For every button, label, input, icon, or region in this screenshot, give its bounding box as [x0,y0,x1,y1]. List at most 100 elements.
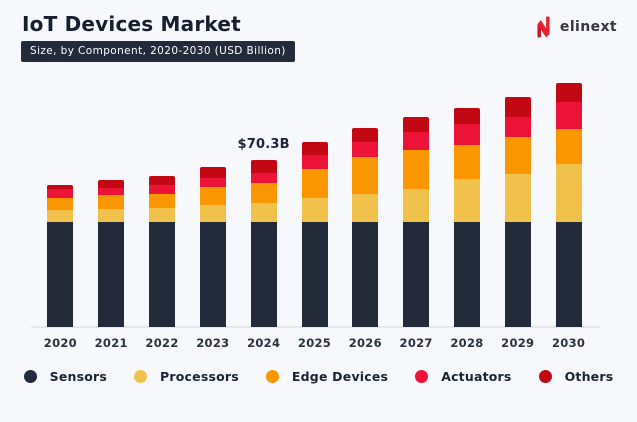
legend-label-processors: Processors [160,369,239,384]
bar-segment-processors [403,189,430,222]
bar-2030 [555,82,582,327]
bar-segment-processors [301,198,328,222]
x-axis-label-2022: 2022 [145,336,179,350]
bar-segment-actuators [453,123,480,145]
bar-segment-processors [199,205,226,222]
bar-segment-actuators [199,178,226,188]
bar-segment-sensors [149,221,176,327]
legend-color-dot-others [538,370,552,383]
bar-segment-actuators [47,189,74,199]
legend-item-others: Others [538,369,614,384]
legend-label-others: Others [564,369,614,384]
bar-segment-sensors [301,221,328,327]
bar-2028 [453,108,480,327]
bar-2029 [504,97,531,327]
legend-color-dot-sensors [23,370,37,383]
bar-2021 [98,180,125,327]
bar-segment-others [47,184,74,190]
legend-item-edge-devices: Edge Devices [265,369,389,384]
x-axis-label-2026: 2026 [348,336,382,350]
bar-segment-edge-devices [199,187,226,206]
bar-segment-edge-devices [504,136,531,174]
x-axis-label-2027: 2027 [399,336,433,350]
bar-segment-processors [504,173,531,222]
bar-2024 [250,160,277,327]
bar-segment-processors [555,163,582,222]
legend-color-dot-processors [134,370,148,383]
legend-item-actuators: Actuators [415,369,511,384]
bar-segment-others [453,108,480,124]
bar-segment-sensors [47,221,74,327]
legend-label-actuators: Actuators [441,369,512,384]
bar-segment-processors [352,193,379,222]
x-axis-labels: 2020 2021 2022 2023 2024 2025 2026 2027 2028 2029… [0,336,637,352]
bar-segment-processors [453,179,480,222]
x-axis-label-2030: 2030 [551,336,586,350]
bar-segment-edge-devices [301,169,328,199]
bar-segment-sensors [555,221,582,327]
brand-logo: elinext [534,16,617,38]
bar-segment-sensors [98,221,125,327]
legend: Sensors Processors Edge Devices Actuators Ot… [0,369,637,384]
bar-segment-edge-devices [555,128,582,164]
bar-2026 [352,128,379,327]
bar-segment-edge-devices [149,193,176,208]
bar-segment-others [352,128,379,143]
x-axis-label-2020: 2020 [43,336,77,350]
legend-item-processors: Processors [134,369,239,384]
bar-segment-actuators [504,117,531,137]
bar-segment-sensors [352,221,379,327]
x-axis-line [31,326,600,328]
brand-name: elinext [559,19,617,35]
bar-segment-edge-devices [453,144,480,180]
bar-segment-edge-devices [352,157,379,194]
bar-segment-actuators [98,187,125,196]
bar-segment-sensors [199,221,226,327]
bar-segment-sensors [504,221,531,327]
bar-2025 [301,141,328,327]
bar-segment-processors [250,203,277,222]
bar-segment-edge-devices [98,195,125,210]
bar-segment-actuators [149,185,176,194]
bar-segment-processors [47,210,74,222]
bar-2023 [199,166,226,327]
legend-color-dot-actuators [415,370,429,383]
legend-label-edge-devices: Edge Devices [291,369,389,384]
bar-segment-actuators [555,102,582,129]
bar-segment-processors [149,207,176,222]
elinext-logo-icon [537,16,550,38]
bar-segment-sensors [250,221,277,327]
bar-segment-sensors [453,221,480,327]
bar-segment-edge-devices [250,182,277,204]
bar-2027 [403,116,430,327]
page-title: IoT Devices Market [22,12,241,36]
bar-segment-actuators [403,132,430,150]
legend-color-dot-edge-devices [265,370,279,383]
x-axis-label-2028: 2028 [450,336,484,350]
x-axis-label-2023: 2023 [196,336,230,350]
subtitle-badge: Size, by Component, 2020-2030 (USD Billi… [21,41,295,62]
bar-segment-others [250,160,277,173]
bar-value-label: $70.3B [237,137,290,153]
bar-segment-edge-devices [47,198,74,211]
bar-segment-others [301,141,328,156]
bar-segment-others [149,176,176,186]
bar-segment-actuators [352,142,379,158]
x-axis-label-2021: 2021 [94,336,128,350]
bar-segment-sensors [403,221,430,327]
bar-segment-actuators [250,172,277,183]
bar-segment-others [199,166,226,179]
bar-segment-actuators [301,155,328,170]
bar-segment-others [98,180,125,188]
x-axis-label-2029: 2029 [501,336,535,350]
bar-segment-processors [98,209,125,222]
bar-2020 [47,184,74,327]
legend-item-sensors: Sensors [23,369,108,384]
plot-area: $70.3B [0,73,637,328]
bar-segment-others [403,116,430,133]
bar-2022 [149,176,176,327]
legend-label-sensors: Sensors [49,369,108,384]
x-axis-label-2024: 2024 [247,336,281,350]
bar-segment-others [504,97,531,118]
